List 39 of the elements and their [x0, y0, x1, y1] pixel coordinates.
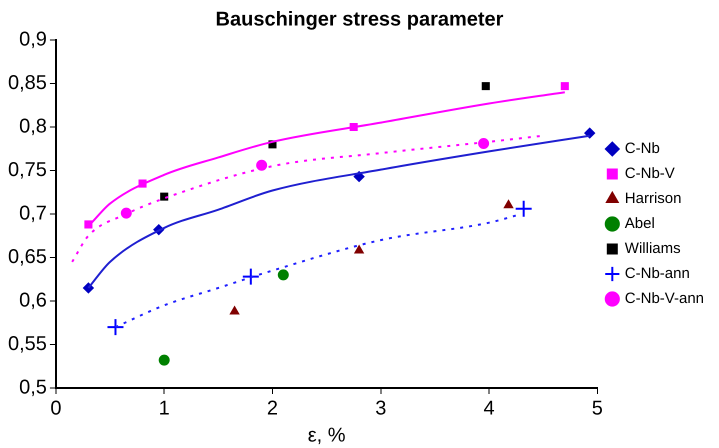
legend-label: Abel — [624, 215, 655, 232]
y-tick-label: 0,65 — [8, 246, 47, 268]
point — [106, 318, 124, 336]
point — [242, 268, 260, 286]
legend-label: Williams — [624, 240, 681, 258]
x-tick-label: 0 — [50, 398, 62, 420]
y-tick-label: 0,8 — [19, 116, 47, 138]
chart-title: Bauschinger stress parameter — [216, 8, 504, 31]
legend-label: Harrison — [624, 190, 682, 208]
x-tick-label: 3 — [375, 398, 386, 420]
x-axis-title: ε, % — [308, 424, 346, 447]
point — [256, 160, 268, 171]
x-tick-label: 5 — [592, 398, 603, 420]
y-tick-label: 0,55 — [8, 333, 47, 356]
legend-label: C-Nb-ann — [624, 265, 690, 282]
y-tick-label: 0,5 — [19, 376, 47, 399]
legend-label: C-Nb — [624, 140, 660, 158]
x-tick-label: 2 — [266, 398, 278, 420]
legend-label: C-Nb-V — [624, 165, 675, 182]
y-tick-label: 0,85 — [8, 72, 47, 94]
x-tick-label: 4 — [483, 398, 495, 420]
point — [584, 128, 596, 139]
point — [230, 306, 240, 314]
point — [354, 245, 364, 254]
point — [482, 82, 490, 90]
y-tick-label: 0,9 — [19, 28, 47, 51]
point — [84, 220, 92, 228]
point — [478, 138, 490, 150]
legend-label: C-Nb-V-ann — [624, 290, 704, 308]
point — [560, 82, 569, 90]
point — [514, 200, 533, 218]
point — [158, 354, 170, 366]
point — [120, 208, 132, 219]
y-tick-label: 0,6 — [19, 290, 47, 312]
point — [278, 269, 289, 280]
point — [504, 200, 514, 208]
x-tick-label: 1 — [158, 398, 170, 420]
y-tick-label: 0,7 — [19, 202, 47, 225]
y-tick-label: 0,75 — [8, 159, 47, 182]
